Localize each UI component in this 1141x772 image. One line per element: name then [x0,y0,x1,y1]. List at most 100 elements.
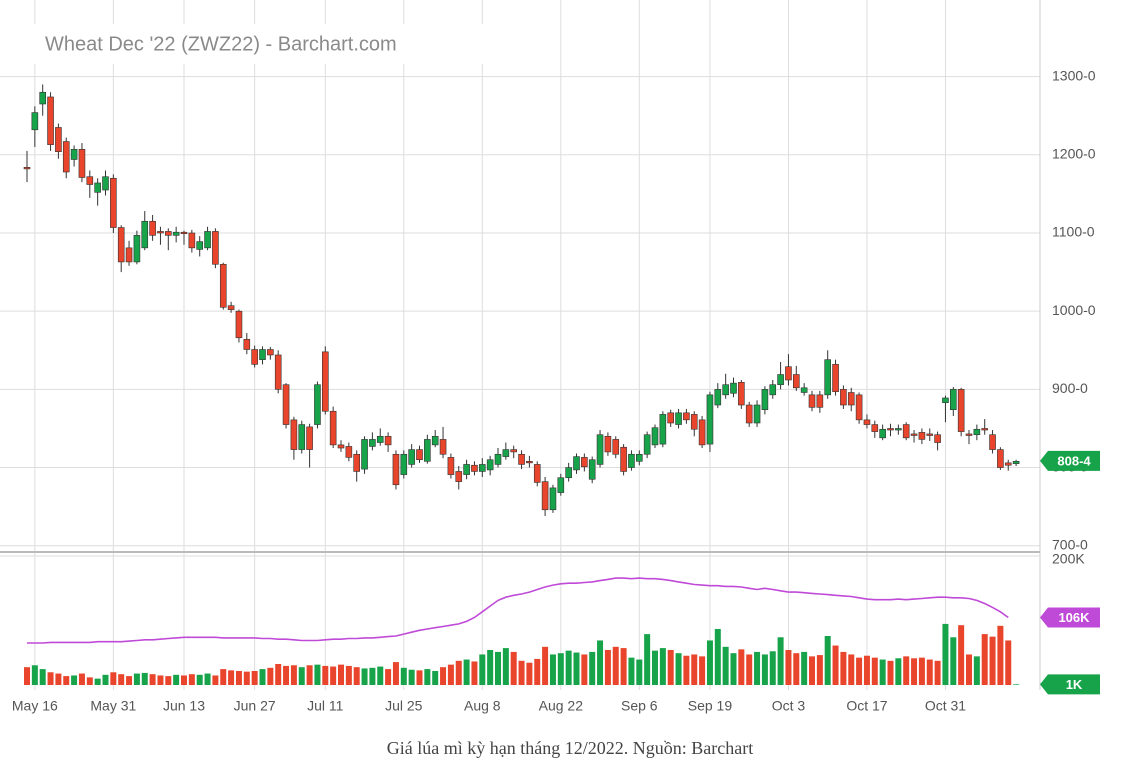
volume-bar [102,674,109,685]
candle-body [565,467,572,479]
volume-bar [377,666,384,685]
volume-bar [597,640,604,685]
volume-bar [754,651,761,685]
x-tick-label: Jul 25 [385,698,423,714]
candle-body [321,351,329,412]
candle-body [918,432,926,440]
volume-bar [801,651,808,685]
volume-bar [628,657,635,685]
volume-bar [926,659,933,685]
candle-body [675,412,682,425]
candle-body [55,127,62,152]
y2-tick-label: 200K [1052,550,1085,566]
candle-body [510,449,518,453]
candle-body [518,453,525,465]
volume-bar [950,637,957,685]
caption: Giá lúa mì kỳ hạn tháng 12/2022. Nguồn: … [387,738,753,758]
open-interest-line [27,577,1009,644]
volume-bar [338,664,344,685]
volume-bar [824,636,831,685]
candle-body [902,424,910,439]
volume-bar [259,669,266,685]
volume-bar [667,650,674,685]
candle-body [125,247,133,263]
volume-bar [63,676,70,685]
volume-bar [228,670,235,685]
volume-bar [518,660,525,685]
volume-bar [251,671,258,685]
volume-bar [361,668,368,685]
candle-body [808,394,816,408]
candle-body [628,453,635,468]
candle-body [581,457,588,468]
candle-body [588,459,596,480]
volume-bar [714,629,721,685]
chart-title: Wheat Dec '22 (ZWZ22) - Barchart.com [45,33,397,55]
x-tick-label: Oct 3 [772,698,806,714]
candle-body [596,434,604,465]
x-tick-label: Jul 11 [307,698,344,714]
volume-bar [636,659,643,685]
x-tick-label: May 16 [12,698,58,714]
candle-body [102,176,109,191]
candle-body [392,453,400,486]
y-tick-label: 900-0 [1052,380,1088,396]
candle-body [612,439,620,455]
candle-body [949,389,957,410]
volume-bar [298,667,305,685]
candle-body [502,449,510,457]
candle-body [832,364,839,393]
candle-body [86,176,94,185]
candle-body [494,453,502,465]
candle-body [243,339,251,350]
candle-body [23,167,31,170]
candle-body [157,231,164,234]
candle-body [384,435,392,446]
candle-body [722,384,729,396]
volume-bar [314,664,321,685]
volume-bar [447,664,454,685]
volume-bar [479,654,486,685]
volume-bar [220,669,227,685]
value-flag-label: 106K [1058,610,1090,625]
volume-bar [157,675,164,685]
volume-bar [235,671,242,685]
candle-body [282,384,290,425]
candle-body [133,235,141,263]
volume-bar [47,672,54,685]
volume-bar [510,651,517,685]
candle-body [698,419,706,446]
volume-bar [793,653,800,685]
volume-bar [777,637,784,685]
volume-bar [283,665,290,685]
volume-bar [534,658,541,685]
candle-body [39,91,47,105]
volume-bar [722,646,729,685]
volume-bar [542,646,549,685]
volume-bar [400,667,407,685]
candle-body [314,384,321,425]
volume-bar [887,660,894,685]
volume-bar [306,665,313,685]
x-tick-label: May 31 [90,698,136,714]
volume-bar [659,648,666,685]
candle-body [172,231,180,236]
candle-body [557,477,565,493]
candle-body [989,434,996,450]
candle-body [1012,461,1020,464]
candle-body [871,424,879,432]
volume-bar [683,655,690,685]
volume-bar [644,634,651,685]
candle-body [298,424,306,450]
candle-body [227,305,235,310]
volume-bar [997,625,1004,685]
candle-body [957,389,965,432]
candle-body [738,382,745,406]
volume-bar [691,654,698,685]
volume-bar [1005,640,1012,685]
volume-bar [958,625,965,685]
volume-bar [989,636,996,685]
candle-body [549,487,557,511]
volume-bar [86,677,93,685]
candle-body [934,434,941,443]
